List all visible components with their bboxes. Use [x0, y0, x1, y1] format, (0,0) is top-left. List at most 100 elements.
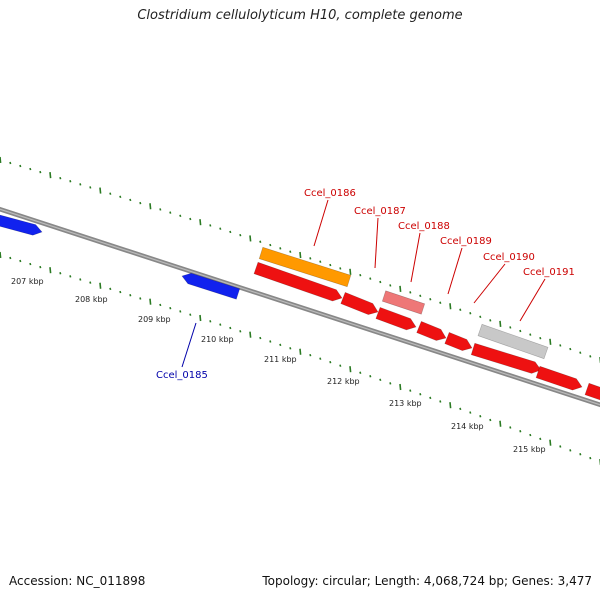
- outer-tick: [489, 319, 492, 322]
- outer-tick: [259, 240, 262, 243]
- backbone-highlight: [0, 208, 600, 406]
- kbp-label: 214 kbp: [451, 422, 484, 431]
- gene-labels[interactable]: Ccel_0185 Ccel_0186 Ccel_0187 Ccel_0188 Ccel…: [156, 188, 575, 381]
- outer-tick: [299, 251, 302, 259]
- inner-tick: [29, 262, 32, 266]
- outer-tick: [9, 161, 12, 165]
- outer-tick: [289, 250, 292, 253]
- inner-tick: [409, 389, 412, 392]
- inner-tick: [369, 375, 372, 378]
- gene-label[interactable]: Ccel_0189: [440, 236, 492, 247]
- genome-title: Clostridium cellulolyticum H10, complete…: [137, 8, 463, 23]
- outer-tick: [249, 235, 252, 242]
- outer-tick: [129, 198, 132, 202]
- inner-tick: [259, 336, 262, 340]
- outer-tick: [369, 277, 372, 280]
- outer-tick: [209, 224, 212, 227]
- outer-tick: [329, 263, 332, 267]
- inner-tick: [329, 360, 332, 364]
- gene-arrow[interactable]: [416, 321, 447, 341]
- outer-tick: [229, 230, 232, 234]
- gene-label[interactable]: Ccel_0185: [156, 370, 208, 381]
- gene-label[interactable]: Ccel_0186: [304, 188, 356, 199]
- inner-tick: [109, 287, 112, 291]
- gene-arrow[interactable]: [375, 307, 417, 331]
- outer-tick: [139, 201, 142, 205]
- outer-tick: [399, 285, 402, 292]
- inner-tick: [79, 278, 82, 281]
- kbp-scale-labels: 207 kbp 208 kbp 209 kbp 210 kbp 211 kbp 212 k…: [11, 277, 546, 454]
- gene-label[interactable]: Ccel_0191: [523, 267, 575, 278]
- inner-tick: [389, 382, 392, 385]
- outer-tick: [579, 351, 582, 354]
- outer-tick: [429, 298, 432, 301]
- gene-arrow[interactable]: [535, 365, 583, 391]
- inner-tick: [479, 415, 482, 418]
- inner-tick: [249, 331, 252, 338]
- gene-features[interactable]: [0, 213, 600, 403]
- inner-tick: [269, 340, 272, 343]
- outer-tick: [179, 214, 182, 218]
- gene-arrow[interactable]: [0, 213, 43, 236]
- inner-tick: [139, 297, 142, 300]
- inner-tick: [379, 378, 382, 382]
- outer-tick: [359, 273, 362, 277]
- inner-tick: [539, 437, 542, 441]
- gene-arrow[interactable]: [470, 342, 542, 374]
- inner-tick: [279, 343, 282, 347]
- outer-tick: [199, 219, 202, 226]
- gene-block[interactable]: [477, 323, 549, 360]
- inner-tick: [99, 282, 102, 289]
- outer-tick: [499, 320, 502, 327]
- outer-tick: [109, 192, 112, 195]
- outer-tick: [539, 336, 542, 340]
- outer-tick: [589, 355, 592, 358]
- outer-tick: [189, 217, 192, 221]
- gene-arrow[interactable]: [181, 272, 241, 300]
- inner-tick: [569, 449, 572, 452]
- outer-tick: [49, 172, 52, 179]
- inner-tick: [549, 439, 552, 446]
- inner-tick: [589, 456, 592, 460]
- leader-line: [374, 217, 379, 269]
- leader-line: [313, 199, 329, 247]
- outer-tick: [379, 280, 382, 284]
- outer-tick: [19, 164, 22, 168]
- inner-tick: [189, 313, 192, 316]
- outer-tick: [159, 208, 162, 211]
- leader-line: [519, 278, 546, 322]
- inner-tick: [439, 400, 442, 403]
- outer-tick: [269, 243, 272, 247]
- inner-tick: [229, 326, 232, 330]
- outer-tick: [339, 267, 342, 270]
- outer-tick: [409, 291, 412, 294]
- outer-tick: [59, 176, 62, 180]
- gene-block[interactable]: [381, 290, 426, 315]
- inner-tick: [39, 265, 42, 269]
- outer-tick: [509, 326, 512, 329]
- outer-tick: [469, 312, 472, 315]
- inner-tick: [159, 303, 162, 307]
- outer-tick: [349, 268, 352, 275]
- leader-line: [410, 232, 421, 283]
- inner-tick: [519, 430, 522, 433]
- gene-label[interactable]: Ccel_0188: [398, 221, 450, 232]
- gene-arrow[interactable]: [444, 332, 473, 351]
- gene-block[interactable]: [258, 246, 352, 288]
- gene-arrow[interactable]: [584, 382, 600, 402]
- outer-tick: [569, 347, 572, 351]
- gene-arrow[interactable]: [340, 292, 379, 315]
- outer-tick: [89, 186, 92, 189]
- gene-label[interactable]: Ccel_0187: [354, 206, 406, 217]
- kbp-label: 215 kbp: [513, 445, 546, 454]
- inner-tick: [349, 366, 352, 373]
- accession-text: Accession: NC_011898: [9, 574, 146, 588]
- outer-tick: [419, 294, 422, 298]
- outer-tick: [0, 156, 2, 164]
- inner-tick: [289, 347, 292, 350]
- gene-label[interactable]: Ccel_0190: [483, 252, 535, 263]
- inner-tick: [499, 420, 502, 427]
- gene-arrow[interactable]: [253, 261, 343, 302]
- inner-tick: [149, 298, 152, 305]
